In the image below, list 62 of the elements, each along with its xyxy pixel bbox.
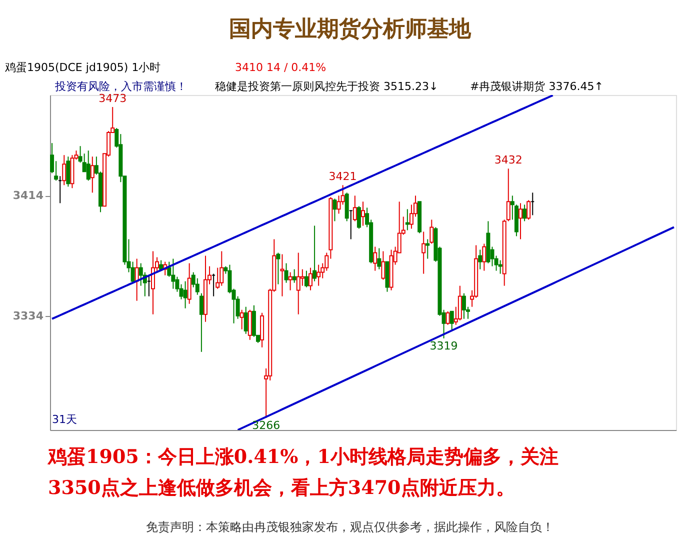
candlestick — [458, 285, 462, 321]
candlestick — [446, 310, 450, 326]
candlestick — [240, 309, 244, 330]
candlestick — [183, 280, 188, 309]
candlestick — [522, 204, 527, 222]
annotation: 3266 — [252, 418, 280, 432]
candlestick — [292, 268, 296, 284]
annotation: 31天 — [52, 413, 77, 426]
candlestick — [187, 262, 192, 304]
text: 稳健是投资第一原则风控先于投资 3515.23↓ — [215, 80, 438, 93]
text: 免责声明：本策略由冉茂银独家发布，观点仅供参考，据此操作，风险自负！ — [146, 520, 554, 534]
candlestick — [381, 250, 386, 280]
y-tick-label: 3414 — [12, 189, 44, 202]
annotation: 3421 — [328, 170, 357, 184]
candlestick — [482, 243, 486, 272]
candlestick — [199, 292, 204, 352]
candlestick — [66, 156, 70, 188]
text: 鸡蛋1905：今日上涨0.41%，1小时线格局走势偏多，关注 — [47, 446, 558, 468]
candlestick — [296, 252, 300, 315]
candlestick — [426, 238, 430, 260]
line-series — [51, 95, 554, 320]
annotation: 3432 — [494, 154, 522, 167]
candlestick — [244, 306, 248, 334]
candlestick — [150, 250, 155, 315]
candlestick — [377, 248, 382, 270]
candlestick — [284, 262, 288, 284]
text: 3350点之上逢低做多机会，看上方3470点附近压力。 — [48, 477, 515, 499]
chart-subtitle: 3410 14 / 0.41% — [235, 61, 326, 74]
candlestick — [373, 246, 378, 272]
candlestick — [86, 150, 90, 182]
candlestick — [526, 200, 531, 220]
candlestick — [498, 260, 502, 274]
candlestick — [356, 206, 361, 230]
candlestick — [62, 154, 66, 186]
candlestick — [90, 156, 94, 194]
candlestick — [304, 270, 308, 288]
chart-title: 鸡蛋1905(DCE jd1905) 1小时 — [4, 61, 161, 74]
candlestick — [316, 264, 321, 286]
candlestick — [308, 267, 312, 291]
candlestick — [450, 310, 454, 332]
annotation: 3473 — [98, 92, 127, 106]
candlestick — [405, 208, 410, 231]
candlestick — [478, 249, 482, 270]
candlestick — [312, 225, 317, 282]
text: 投资有风险，入市需谨慎！ — [54, 80, 187, 93]
text: #冉茂银讲期货 3376.45↑ — [470, 80, 604, 93]
candlestick — [276, 252, 280, 285]
candlestick — [280, 254, 284, 297]
candlestick — [332, 198, 337, 222]
candlestick — [430, 219, 434, 244]
candlestick — [352, 195, 357, 222]
candlestick — [422, 231, 426, 274]
candlestick — [171, 258, 176, 290]
text: 国内专业期货分析师基地 — [229, 17, 472, 42]
y-tick-label: 3334 — [12, 309, 44, 322]
candlestick — [288, 272, 292, 291]
candlestick — [518, 202, 523, 240]
candlestick — [361, 201, 365, 226]
annotation: 3319 — [430, 339, 458, 352]
candlestick — [462, 292, 466, 320]
candlestick — [220, 250, 224, 286]
line-series — [236, 226, 675, 430]
